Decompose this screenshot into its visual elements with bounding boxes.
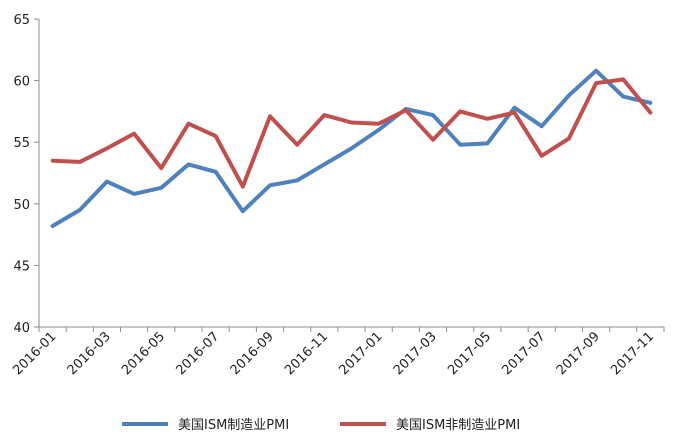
x-tick-label: 2016-03 bbox=[65, 329, 114, 378]
x-tick-label: 2017-11 bbox=[608, 329, 657, 378]
x-tick-label: 2017-09 bbox=[554, 329, 603, 378]
y-tick-label: 60 bbox=[13, 75, 30, 90]
x-tick-label: 2017-03 bbox=[391, 329, 440, 378]
x-tick-label: 2016-05 bbox=[119, 329, 168, 378]
y-tick-label: 40 bbox=[13, 321, 30, 336]
series-line-1 bbox=[50, 68, 653, 228]
y-tick-label: 50 bbox=[13, 198, 30, 213]
x-tick-label: 2017-05 bbox=[445, 329, 494, 378]
x-tick-label: 2017-01 bbox=[336, 329, 385, 378]
y-tick-label: 55 bbox=[13, 136, 30, 151]
axes: 40 45 50 55 60 65 2016-01 2016-03 2016-05 2016-07… bbox=[10, 13, 665, 378]
legend-label-1: 美国ISM制造业PMI bbox=[178, 418, 289, 433]
x-tick-label: 2017-07 bbox=[500, 329, 549, 378]
x-tick-label: 2016-09 bbox=[228, 329, 277, 378]
x-tick-label: 2016-01 bbox=[10, 329, 59, 378]
y-tick-label: 45 bbox=[13, 259, 30, 274]
series-line-2 bbox=[50, 77, 653, 189]
x-tick-label: 2016-07 bbox=[173, 329, 222, 378]
legend-label-2: 美国ISM非制造业PMI bbox=[396, 418, 520, 433]
y-tick-label: 65 bbox=[13, 13, 30, 28]
x-tick-label: 2016-11 bbox=[282, 329, 331, 378]
legend: 美国ISM制造业PMI 美国ISM非制造业PMI bbox=[122, 418, 520, 433]
series-layer bbox=[50, 68, 653, 228]
